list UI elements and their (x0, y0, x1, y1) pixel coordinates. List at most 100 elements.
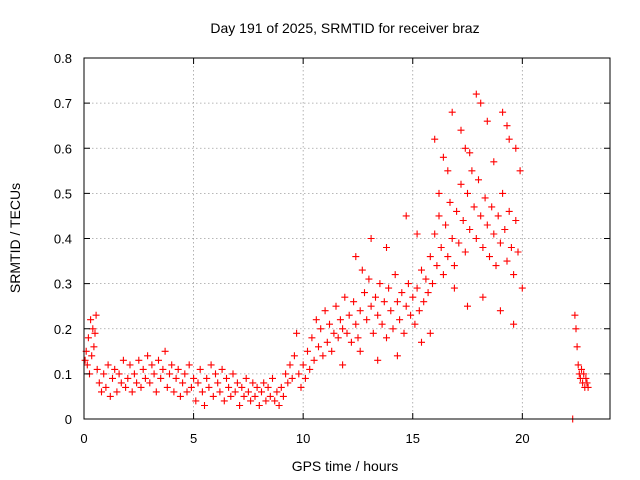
data-point (128, 388, 136, 396)
data-point (155, 356, 162, 364)
data-point (126, 361, 134, 369)
data-point (227, 392, 235, 400)
data-point (415, 307, 423, 315)
data-point (183, 388, 191, 396)
data-point (444, 167, 452, 175)
data-point (396, 316, 404, 324)
data-point (496, 239, 504, 247)
data-point (470, 203, 478, 211)
data-point (100, 370, 108, 378)
data-point (496, 307, 504, 315)
data-point (376, 280, 384, 288)
y-axis-ticks: 0 0.1 0.2 0.3 0.4 0.5 0.6 0.7 0.8 (54, 51, 610, 427)
data-point (516, 167, 524, 175)
data-point (207, 361, 215, 369)
data-points (81, 90, 592, 423)
data-point (464, 189, 471, 197)
data-point (374, 311, 382, 319)
data-point (339, 325, 347, 333)
data-point (157, 374, 165, 382)
data-point (413, 284, 421, 292)
data-point (407, 311, 415, 319)
data-point (90, 343, 98, 351)
grid-lines (84, 58, 610, 419)
data-point (448, 108, 456, 116)
data-point (319, 352, 327, 360)
data-point (481, 194, 489, 202)
data-point (87, 316, 95, 324)
y-axis-title: SRMTID / TECUs (7, 183, 23, 293)
data-point (113, 388, 121, 396)
data-point (578, 365, 585, 373)
data-point (404, 280, 412, 288)
data-point (117, 379, 125, 387)
y-tick-label: 0.1 (54, 367, 72, 382)
data-point (383, 244, 390, 251)
data-point (411, 320, 419, 328)
data-point (279, 392, 287, 400)
x-tick-label: 5 (190, 431, 197, 446)
data-point (380, 298, 388, 306)
data-point (92, 311, 100, 319)
data-point (477, 212, 485, 220)
data-point (455, 239, 463, 247)
data-point (326, 320, 333, 328)
data-point (483, 221, 491, 229)
data-point (203, 374, 211, 382)
data-point (503, 122, 511, 130)
data-point (442, 221, 450, 229)
data-point (220, 397, 228, 405)
data-point (505, 207, 513, 215)
data-point (255, 402, 263, 409)
data-point (304, 347, 311, 355)
data-point (571, 311, 579, 319)
data-point (352, 253, 360, 261)
x-tick-label: 15 (406, 431, 420, 446)
data-point (356, 347, 364, 355)
data-point (163, 383, 171, 391)
data-point (253, 383, 261, 391)
data-point (582, 374, 590, 382)
data-point (321, 307, 329, 315)
data-point (580, 370, 588, 378)
data-point (385, 284, 393, 292)
data-point (196, 365, 204, 373)
data-point (236, 402, 244, 409)
data-point (507, 244, 515, 251)
data-point (402, 212, 410, 220)
data-point (426, 329, 434, 337)
data-point (218, 365, 226, 373)
data-point (198, 388, 206, 396)
data-point (457, 126, 465, 134)
data-point (271, 397, 279, 405)
data-point (439, 271, 447, 279)
data-point (584, 383, 592, 391)
data-point (275, 402, 283, 409)
data-point (479, 244, 487, 251)
data-point (109, 374, 116, 382)
data-point (260, 379, 268, 387)
data-point (152, 388, 160, 396)
data-point (139, 365, 147, 373)
x-tick-label: 0 (80, 431, 87, 446)
data-point (433, 262, 441, 270)
data-point (190, 374, 198, 382)
data-point (315, 343, 322, 351)
data-point (424, 289, 432, 297)
data-point (194, 379, 202, 387)
data-point (192, 397, 200, 405)
data-point (363, 316, 371, 324)
data-point (510, 320, 518, 328)
data-point (115, 370, 123, 378)
data-point (483, 117, 491, 125)
data-point (231, 388, 239, 396)
data-point (398, 289, 406, 297)
data-point (89, 325, 97, 333)
data-point (446, 198, 454, 206)
data-point (479, 293, 487, 301)
data-point (330, 329, 338, 337)
data-point (472, 235, 480, 242)
data-point (93, 365, 101, 373)
data-point (323, 338, 331, 346)
